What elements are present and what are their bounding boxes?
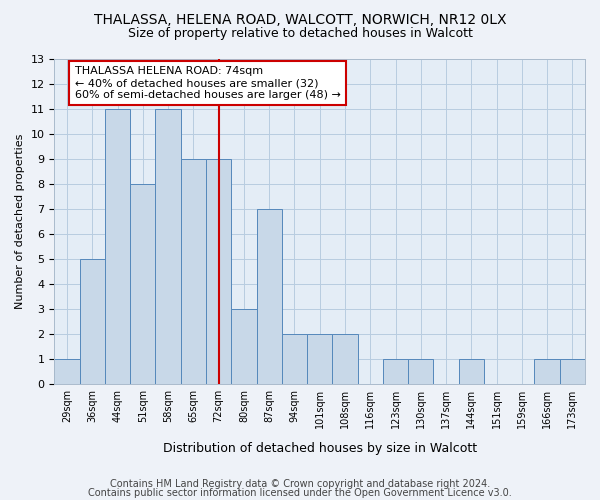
Bar	[332, 334, 358, 384]
Bar	[458, 359, 484, 384]
Text: Contains HM Land Registry data © Crown copyright and database right 2024.: Contains HM Land Registry data © Crown c…	[110, 479, 490, 489]
Y-axis label: Number of detached properties: Number of detached properties	[15, 134, 25, 309]
Text: Size of property relative to detached houses in Walcott: Size of property relative to detached ho…	[128, 28, 472, 40]
Text: THALASSA HELENA ROAD: 74sqm
← 40% of detached houses are smaller (32)
60% of sem: THALASSA HELENA ROAD: 74sqm ← 40% of det…	[74, 66, 340, 100]
Text: THALASSA, HELENA ROAD, WALCOTT, NORWICH, NR12 0LX: THALASSA, HELENA ROAD, WALCOTT, NORWICH,…	[94, 12, 506, 26]
Bar	[155, 109, 181, 384]
Bar	[383, 359, 408, 384]
Bar	[130, 184, 155, 384]
Bar	[105, 109, 130, 384]
Bar	[181, 159, 206, 384]
Bar	[560, 359, 585, 384]
Bar	[55, 359, 80, 384]
Bar	[206, 159, 231, 384]
X-axis label: Distribution of detached houses by size in Walcott: Distribution of detached houses by size …	[163, 442, 477, 455]
Bar	[231, 309, 257, 384]
Bar	[408, 359, 433, 384]
Bar	[80, 259, 105, 384]
Bar	[257, 209, 282, 384]
Bar	[535, 359, 560, 384]
Bar	[307, 334, 332, 384]
Text: Contains public sector information licensed under the Open Government Licence v3: Contains public sector information licen…	[88, 488, 512, 498]
Bar	[282, 334, 307, 384]
